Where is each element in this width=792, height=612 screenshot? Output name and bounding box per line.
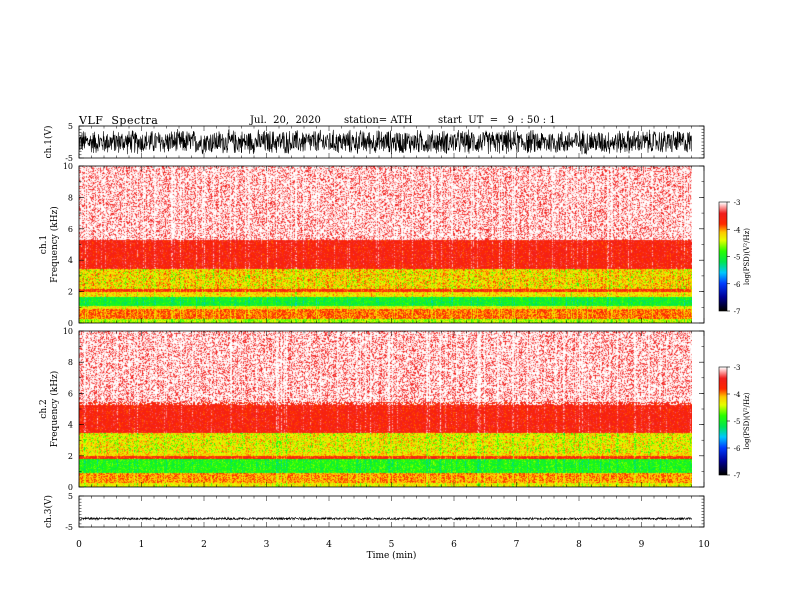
y-axis-label: Frequency (kHz) <box>49 206 60 283</box>
y-tick-label: 0 <box>68 483 73 492</box>
y-tick-label: -5 <box>65 523 73 532</box>
colorbar-ch3 <box>719 367 727 475</box>
y-tick-label: 4 <box>68 256 73 265</box>
x-tick-label: 3 <box>264 540 270 550</box>
x-tick-label: 8 <box>576 540 582 550</box>
x-axis-label: Time (min) <box>367 550 417 561</box>
station-label: station= ATH <box>344 115 413 126</box>
x-tick-label: 1 <box>139 540 145 550</box>
y-tick-label: 5 <box>68 492 73 501</box>
x-tick-label: 2 <box>201 540 207 550</box>
y-tick-label: 2 <box>68 452 73 461</box>
x-tick-label: 7 <box>514 540 520 550</box>
spectrogram-image-ch3 <box>79 331 692 487</box>
y-tick-label: 6 <box>68 389 73 398</box>
colorbar-tick-label: -7 <box>734 472 741 480</box>
x-tick-label: 4 <box>326 540 332 550</box>
y-tick-label: 4 <box>68 421 73 430</box>
y-tick-label: 8 <box>68 358 73 367</box>
y-axis-label-channel: ch.1 <box>39 235 49 254</box>
x-tick-label: 10 <box>698 540 710 550</box>
colorbar-ch2 <box>719 202 727 311</box>
y-tick-label: 2 <box>68 288 73 297</box>
colorbar-tick-label: -3 <box>734 364 741 372</box>
x-tick-label: 5 <box>389 540 395 550</box>
colorbar-tick-label: -7 <box>734 308 741 316</box>
waveform-line-ch1 <box>78 128 692 155</box>
y-tick-label: 0 <box>68 319 73 328</box>
colorbar-tick-label: -5 <box>734 254 741 262</box>
start-time-label: start UT = 9 : 50 : 1 <box>438 115 556 126</box>
y-tick-label: -5 <box>65 154 73 163</box>
colorbar-tick-label: -4 <box>734 391 741 399</box>
y-tick-label: 5 <box>68 122 73 131</box>
y-tick-label: 6 <box>68 225 73 234</box>
colorbar-label: log(PSD)(V²/Hz) <box>743 228 751 285</box>
y-axis-label: ch.1(V) <box>43 126 54 159</box>
colorbar-tick-label: -3 <box>734 199 741 207</box>
x-tick-label: 9 <box>639 540 645 550</box>
date-label: Jul. 20, 2020 <box>250 115 321 126</box>
x-tick-label: 0 <box>76 540 82 550</box>
y-tick-label: 10 <box>63 327 73 336</box>
y-tick-label: 8 <box>68 193 73 202</box>
colorbar-tick-label: -4 <box>734 226 741 234</box>
y-tick-label: 10 <box>63 162 73 171</box>
y-axis-label-channel: ch.2 <box>39 399 49 418</box>
colorbar-label: log(PSD)(V²/Hz) <box>743 392 751 449</box>
colorbar-tick-label: -5 <box>734 418 741 426</box>
spectrogram-image-ch2 <box>79 166 692 323</box>
waveform-line-ch4 <box>78 516 692 521</box>
y-axis-label: ch.3(V) <box>43 495 54 528</box>
colorbar-tick-label: -6 <box>734 445 741 453</box>
x-tick-label: 6 <box>451 540 457 550</box>
figure-title: VLF Spectra <box>79 114 159 127</box>
colorbar-tick-label: -6 <box>734 281 741 289</box>
y-axis-label: Frequency (kHz) <box>49 371 60 448</box>
